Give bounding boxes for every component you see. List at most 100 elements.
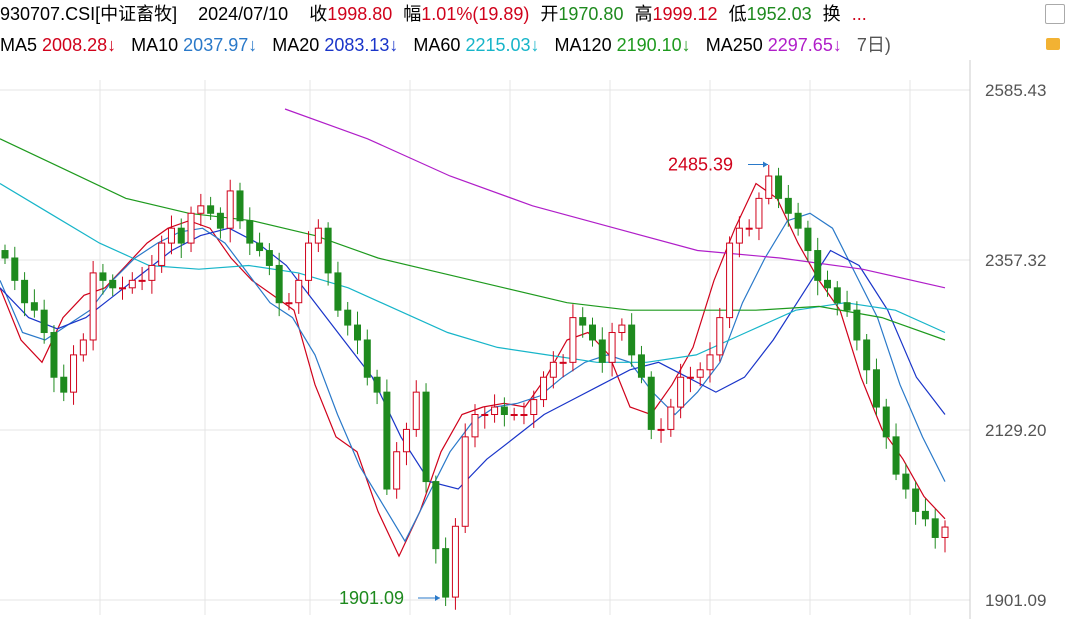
settings-icon[interactable] [1045,4,1065,24]
candle-body [197,205,205,214]
candle-body [804,227,812,252]
candle-body [442,548,450,598]
candle-body [500,406,508,416]
candle-body [461,436,469,527]
candle-body [422,391,430,483]
candle-body [618,324,626,334]
open-label: 开 [540,4,559,24]
max-arrow-head [763,161,768,168]
candle-body [305,242,313,281]
candle-body [794,212,802,229]
ma250-legend: MA250 2297.65↓ [705,35,842,55]
candle-body [187,212,195,244]
candle-body [745,227,753,230]
chart-grid [0,60,971,619]
candle-body [295,279,303,304]
ma-legend: MA5 2008.28↓ MA10 2037.97↓ MA20 2083.13↓… [0,32,1010,58]
candle-body [921,510,929,520]
candle-body [872,369,880,408]
close-value: 1998.80 [327,4,393,24]
more-menu[interactable]: ... [851,4,867,24]
candle-body [60,376,68,393]
candle-body [70,354,78,393]
candle-body [589,324,596,341]
candle-body [99,272,107,281]
candle-body [530,399,538,416]
open-value: 1970.80 [558,4,624,24]
candle-body [393,451,401,490]
candle-body [216,212,224,229]
candle-body [647,376,655,430]
symbol-label: 930707.CSI[中证畜牧] [0,4,178,24]
candle-body [471,414,479,438]
ma5-line [0,182,946,558]
candle-body [1,250,9,259]
ma-lines [0,108,946,558]
candle-body [167,227,175,244]
candle-body [363,339,371,378]
candle-body [549,361,557,378]
candle-body [383,391,391,490]
candle-body [285,302,293,305]
lock-icon[interactable] [1046,38,1060,50]
candle-body [520,414,528,417]
date-label: 2024/07/10 [198,4,289,24]
candle-body [735,227,743,244]
ma120-line [0,138,946,341]
candle-body [265,250,273,266]
turnover-label: 换 [822,4,841,24]
candle-body [941,526,949,538]
candle-body [40,309,48,334]
high-label: 高 [634,4,653,24]
ma20-line [0,227,946,490]
min-arrow-head [435,595,440,601]
candle-body [912,488,920,512]
candles [1,164,949,610]
candle-body [30,302,38,311]
change-value: 1.01%(19.89) [421,4,530,24]
candle-body [775,175,783,199]
candle-body [824,279,831,289]
candle-body [677,376,685,408]
candle-body [882,406,890,438]
candle-body [138,279,146,282]
candle-body [696,369,704,378]
candle-body [354,324,361,341]
candle-body [540,376,548,401]
candle-body [569,317,577,363]
candle-body [275,264,283,304]
candle-body [726,242,734,319]
y-tick-label: 2129.20 [985,421,1046,440]
candle-body [432,481,440,550]
candle-body [863,339,871,371]
candle-body [158,242,166,266]
candle-body [324,227,332,274]
candle-body [314,227,322,244]
ma20-legend: MA20 2083.13↓ [272,35,399,55]
ma5-legend: MA5 2008.28↓ [0,35,117,55]
low-label: 低 [728,4,747,24]
candle-body [892,436,900,475]
candle-body [412,391,420,430]
candle-body [853,309,861,341]
candle-body [148,264,156,281]
candle-body [451,525,459,598]
ma10-legend: MA10 2037.97↓ [131,35,258,55]
candle-body [491,406,499,416]
candle-body [128,279,136,289]
candle-body [765,175,773,199]
candle-body [373,376,381,393]
ma60-line [0,182,946,363]
axis-labels: 2585.43 2357.32 2129.20 1901.09 2485.39 1901.… [339,81,1046,610]
candle-body [755,197,763,229]
ma120-legend: MA120 2190.10↓ [554,35,691,55]
candle-body [119,287,126,290]
candle-body [207,205,215,214]
candle-body [109,279,117,289]
candle-body [236,190,244,222]
min-annotation: 1901.09 [339,588,404,608]
candle-body [902,473,910,490]
candle-body [89,272,97,341]
candle-body [843,302,851,311]
y-tick-label: 1901.09 [985,591,1046,610]
